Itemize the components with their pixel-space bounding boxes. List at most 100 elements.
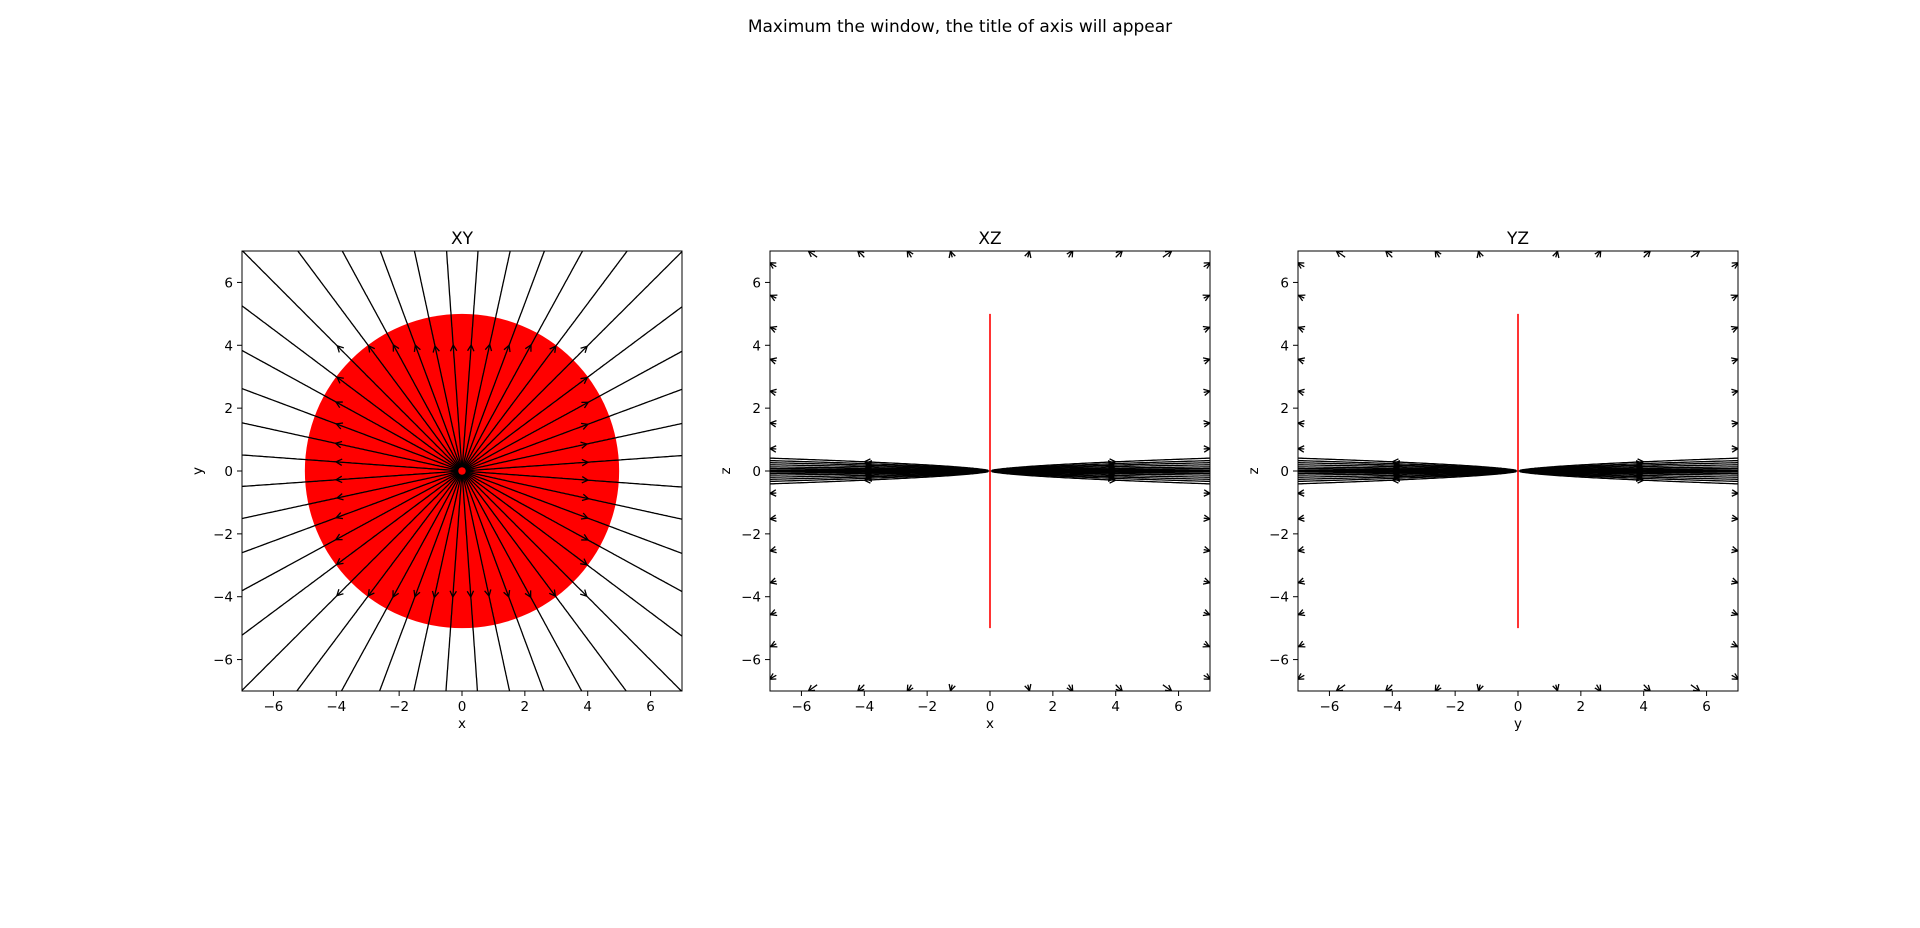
figure-suptitle: Maximum the window, the title of axis wi…: [748, 17, 1172, 37]
x-tick-label: 2: [1049, 699, 1058, 715]
streamline-arrow: [1202, 640, 1210, 648]
streamline: [463, 473, 583, 691]
streamline: [242, 471, 459, 554]
streamline: [242, 473, 460, 691]
streamline-arrow: [580, 376, 589, 385]
streamline-arrow: [336, 344, 344, 353]
streamline-arrow: [335, 557, 344, 566]
streamline: [445, 474, 463, 691]
streamline: [464, 350, 682, 470]
streamline: [413, 251, 462, 468]
streamline: [770, 492, 777, 495]
y-tick-label: −6: [741, 653, 761, 669]
x-tick-label: −6: [1319, 699, 1339, 715]
streamlines: [242, 251, 682, 691]
streamline-arrow: [580, 441, 589, 449]
x-tick-label: 4: [1639, 699, 1648, 715]
streamline-arrow: [580, 422, 590, 430]
streamline: [242, 251, 460, 469]
streamline-arrow: [856, 684, 865, 691]
streamline-arrow: [548, 589, 557, 598]
streamline: [1519, 466, 1738, 472]
streamline-arrow: [334, 458, 343, 466]
y-tick-label: 4: [1280, 338, 1289, 354]
streamline-arrow: [335, 376, 344, 384]
y-axis-label: z: [1246, 467, 1262, 474]
streamline: [242, 349, 460, 470]
streamline: [1519, 471, 1738, 485]
streamline: [242, 470, 459, 488]
x-tick-label: 0: [1514, 699, 1523, 715]
y-tick-label: 4: [752, 338, 761, 354]
streamline-arrow: [1390, 458, 1399, 466]
streamline: [1519, 470, 1738, 478]
streamline: [991, 470, 1210, 478]
streamline-arrow: [1203, 673, 1210, 680]
streamline: [242, 454, 459, 472]
streamline-arrow: [1434, 251, 1442, 258]
streamline: [1298, 466, 1517, 472]
y-tick-label: −6: [213, 653, 233, 669]
streamline: [242, 472, 460, 637]
streamline-arrow: [1731, 262, 1738, 269]
streamline-arrow: [431, 590, 440, 599]
streamline: [770, 471, 989, 485]
y-tick-label: 2: [1280, 401, 1289, 417]
streamline: [1519, 470, 1738, 480]
streamline: [1298, 470, 1517, 483]
streamline: [462, 251, 511, 468]
streamline: [1298, 470, 1517, 480]
streamline: [1519, 459, 1738, 472]
x-axis-label: y: [1514, 716, 1522, 732]
x-tick-label: 2: [1577, 699, 1586, 715]
panel-title: XY: [451, 229, 474, 249]
streamline-arrow: [503, 589, 511, 599]
streamline-arrow: [1298, 445, 1305, 453]
streamline: [770, 447, 777, 450]
streamline: [464, 305, 682, 470]
streamline: [770, 464, 989, 472]
streamline: [379, 251, 462, 468]
streamline: [464, 472, 682, 638]
streamline: [461, 251, 479, 468]
streamline-arrow: [1392, 467, 1400, 475]
y-tick-label: 0: [224, 464, 233, 480]
streamlines: [770, 251, 1210, 691]
streamline-arrow: [770, 489, 777, 497]
streamline-arrow: [413, 343, 421, 353]
x-tick-label: 4: [583, 699, 592, 715]
streamline: [1298, 457, 1517, 471]
streamline: [462, 251, 546, 468]
streamline-arrow: [906, 251, 914, 258]
y-tick-label: 2: [752, 401, 761, 417]
streamline-arrow: [335, 493, 344, 501]
streamline-arrow: [1109, 458, 1118, 466]
streamline: [770, 466, 989, 472]
streamline: [464, 251, 682, 469]
streamline-arrow: [1203, 489, 1210, 497]
x-tick-label: 6: [1174, 699, 1183, 715]
panel-xz: −6 −4 −2 0 2 4 6 −6 −4 −2 0 2 4 6 XZ x z: [718, 229, 1211, 732]
streamline-arrow: [1298, 262, 1305, 269]
y-tick-label: −2: [741, 527, 761, 543]
panel-xy: −6 −4 −2 0 2 4 6 −6 −4 −2 0 2 4 6 XY x y: [190, 229, 683, 732]
streamline-arrow: [770, 294, 778, 302]
streamline: [463, 251, 584, 469]
streamline: [1519, 457, 1738, 471]
streamline-arrow: [1731, 489, 1738, 497]
streamline: [991, 462, 1210, 472]
streamline: [770, 470, 989, 480]
streamline-arrow: [770, 262, 777, 269]
streamline-arrow: [334, 440, 343, 449]
streamline: [465, 471, 682, 520]
streamline: [465, 454, 682, 472]
streamline-arrow: [1202, 294, 1210, 302]
streamline-arrow: [484, 589, 492, 598]
streamline-arrow: [367, 589, 375, 598]
x-axis-label: x: [458, 716, 466, 732]
streamline-arrow: [1115, 251, 1124, 258]
streamline: [462, 474, 511, 691]
streamline-arrow: [466, 590, 475, 599]
streamline-arrow: [334, 512, 344, 520]
streamline-arrow: [503, 344, 511, 353]
